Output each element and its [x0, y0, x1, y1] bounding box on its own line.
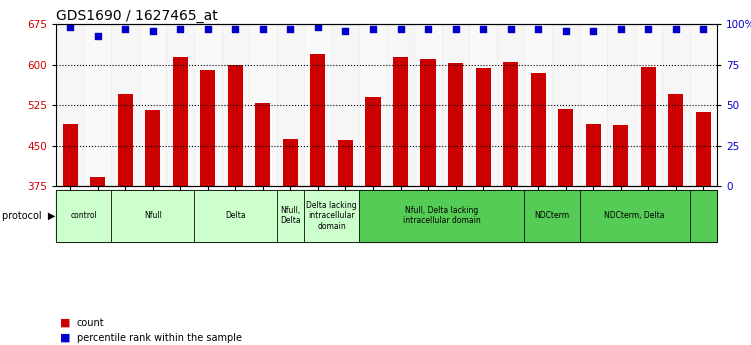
Point	[422, 26, 434, 32]
Bar	[338, 140, 353, 186]
Point	[64, 24, 76, 30]
Point	[339, 28, 351, 33]
Bar	[332, 24, 359, 186]
Point	[532, 26, 544, 32]
Bar	[255, 102, 270, 186]
Bar	[56, 24, 84, 186]
Bar	[90, 177, 105, 186]
Bar	[359, 24, 387, 186]
Bar	[662, 24, 689, 186]
Bar	[139, 24, 167, 186]
Bar	[415, 24, 442, 186]
Point	[642, 26, 654, 32]
Bar	[366, 97, 381, 186]
Point	[174, 26, 186, 32]
Bar	[475, 68, 490, 186]
Bar	[442, 24, 469, 186]
Text: Delta: Delta	[225, 211, 246, 220]
Point	[615, 26, 627, 32]
Bar	[111, 24, 139, 186]
Bar	[696, 112, 711, 186]
Bar	[503, 62, 518, 186]
Point	[92, 33, 104, 38]
Bar	[173, 57, 188, 186]
Point	[312, 24, 324, 30]
Bar	[276, 24, 304, 186]
Text: NDCterm: NDCterm	[535, 211, 569, 220]
Text: count: count	[77, 318, 104, 327]
Bar	[689, 24, 717, 186]
Bar	[62, 124, 77, 186]
Text: NDCterm, Delta: NDCterm, Delta	[605, 211, 665, 220]
Bar	[580, 24, 607, 186]
Point	[698, 26, 710, 32]
Point	[505, 26, 517, 32]
Bar	[194, 24, 222, 186]
Bar	[304, 24, 332, 186]
Bar	[84, 24, 111, 186]
Text: percentile rank within the sample: percentile rank within the sample	[77, 333, 242, 343]
Point	[670, 26, 682, 32]
Bar	[118, 95, 133, 186]
Point	[257, 26, 269, 32]
Bar	[586, 124, 601, 186]
Bar	[276, 190, 304, 242]
Point	[146, 28, 158, 33]
Text: Nfull, Delta lacking
intracellular domain: Nfull, Delta lacking intracellular domai…	[403, 206, 481, 225]
Text: Delta lacking
intracellular
domain: Delta lacking intracellular domain	[306, 201, 357, 230]
Text: Nfull,
Delta: Nfull, Delta	[280, 206, 300, 225]
Bar	[614, 125, 629, 186]
Bar	[228, 65, 243, 186]
Bar	[469, 24, 497, 186]
Bar	[552, 24, 580, 186]
Bar	[607, 24, 635, 186]
Bar	[222, 24, 249, 186]
Bar	[387, 24, 415, 186]
Bar	[249, 24, 276, 186]
Bar	[531, 73, 546, 186]
Point	[477, 26, 489, 32]
Bar	[310, 54, 325, 186]
Bar	[304, 190, 359, 242]
Bar	[194, 190, 276, 242]
Text: Nfull: Nfull	[143, 211, 161, 220]
Text: protocol  ▶: protocol ▶	[2, 211, 56, 220]
Bar	[283, 139, 298, 186]
Point	[394, 26, 406, 32]
Bar	[393, 57, 408, 186]
Bar	[580, 190, 689, 242]
Bar	[201, 70, 216, 186]
Bar	[524, 190, 580, 242]
Bar	[448, 63, 463, 186]
Point	[559, 28, 572, 33]
Bar	[421, 59, 436, 186]
Bar	[497, 24, 524, 186]
Bar	[167, 24, 194, 186]
Bar	[111, 190, 194, 242]
Bar	[56, 190, 111, 242]
Bar	[558, 109, 573, 186]
Bar	[359, 190, 524, 242]
Bar	[524, 24, 552, 186]
Point	[119, 26, 131, 32]
Text: control: control	[71, 211, 97, 220]
Point	[367, 26, 379, 32]
Bar	[145, 110, 160, 186]
Text: ■: ■	[60, 318, 71, 327]
Point	[450, 26, 462, 32]
Point	[285, 26, 297, 32]
Text: GDS1690 / 1627465_at: GDS1690 / 1627465_at	[56, 9, 218, 23]
Bar	[668, 95, 683, 186]
Bar	[689, 190, 717, 242]
Point	[229, 26, 241, 32]
Point	[202, 26, 214, 32]
Bar	[635, 24, 662, 186]
Point	[587, 28, 599, 33]
Text: ■: ■	[60, 333, 71, 343]
Bar	[641, 67, 656, 186]
